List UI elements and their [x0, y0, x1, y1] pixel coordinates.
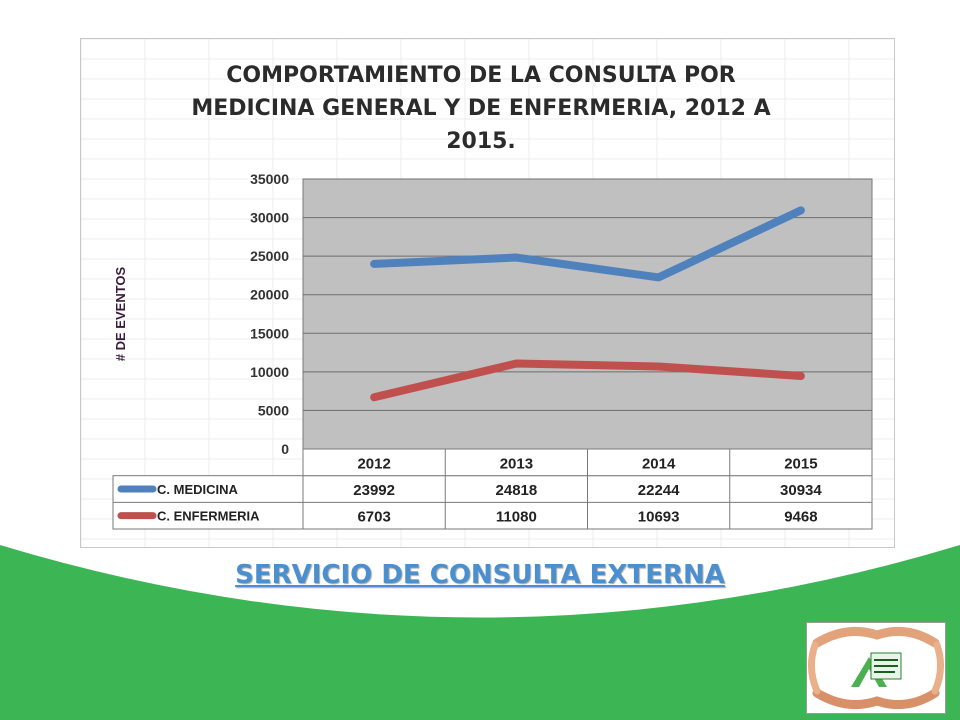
green-wave-band	[0, 545, 960, 720]
y-tick-label: 20000	[250, 287, 289, 303]
y-tick-label: 5000	[258, 402, 289, 418]
data-table-value: 30934	[780, 482, 822, 499]
x-category-label: 2012	[357, 455, 390, 472]
hands-around-hospital-logo-icon	[808, 626, 944, 710]
data-table-value: 9468	[784, 509, 817, 526]
chart-title-line-3: 2015.	[446, 129, 516, 154]
legend-label: C. MEDICINA	[157, 482, 239, 497]
line-chart: 35000 30000 25000 20000 15000 10000 5000 0 # DE …	[81, 39, 894, 547]
chart-title-line-2: MEDICINA GENERAL Y DE ENFERMERIA, 2012 A	[191, 96, 771, 121]
y-axis-label: # DE EVENTOS	[113, 266, 128, 361]
data-table-value: 6703	[357, 509, 390, 526]
data-table-value: 10693	[638, 509, 680, 526]
chart-title-line-1: COMPORTAMIENTO DE LA CONSULTA POR	[226, 63, 736, 88]
slide-footer-title: SERVICIO DE CONSULTA EXTERNA	[235, 560, 725, 590]
legend-label: C. ENFERMERIA	[157, 509, 260, 524]
x-category-label: 2014	[642, 455, 676, 472]
hospital-logo	[806, 622, 946, 714]
data-table-value: 23992	[353, 482, 395, 499]
y-tick-label: 35000	[250, 171, 289, 187]
chart-title: COMPORTAMIENTO DE LA CONSULTA POR MEDICI…	[171, 59, 791, 158]
data-table-value: 24818	[496, 482, 538, 499]
data-table-value: 22244	[638, 482, 680, 499]
x-category-label: 2015	[784, 455, 817, 472]
x-category-label: 2013	[500, 455, 533, 472]
y-tick-label: 25000	[250, 248, 289, 264]
y-tick-label: 30000	[250, 210, 289, 226]
chart-frame: 35000 30000 25000 20000 15000 10000 5000 0 # DE …	[80, 38, 895, 548]
data-table-value: 11080	[496, 509, 537, 526]
y-tick-label: 10000	[250, 364, 289, 380]
y-tick-label: 0	[281, 441, 289, 457]
series-line-0	[370, 206, 805, 282]
y-tick-label: 15000	[250, 325, 289, 341]
series-line-1	[370, 359, 805, 402]
